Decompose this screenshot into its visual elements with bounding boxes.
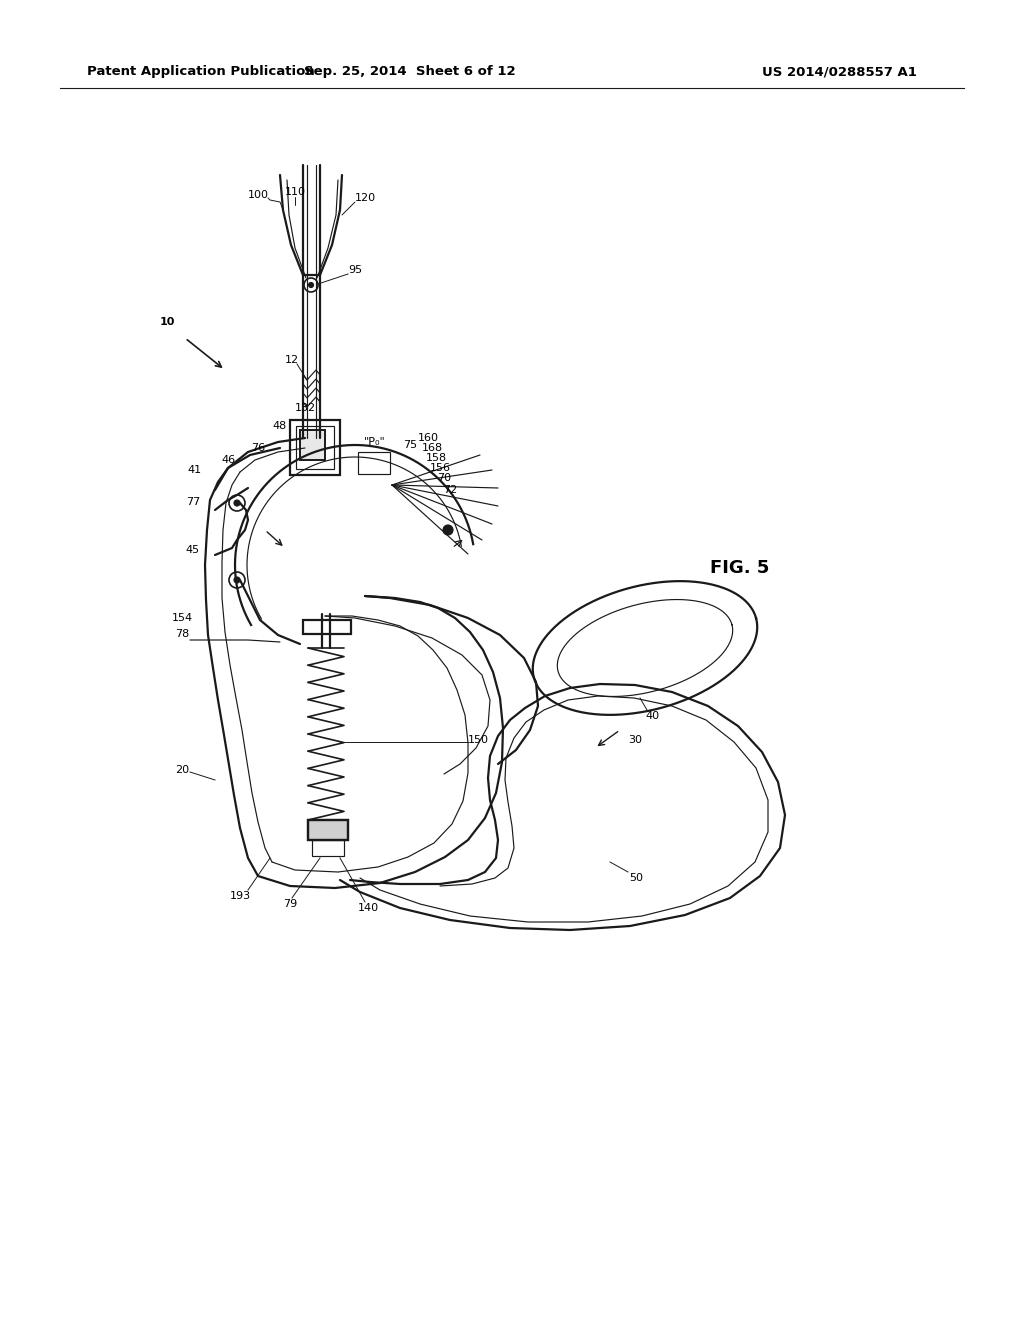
Text: 160: 160 bbox=[418, 433, 438, 444]
Text: US 2014/0288557 A1: US 2014/0288557 A1 bbox=[762, 66, 916, 78]
Text: 48: 48 bbox=[272, 421, 287, 432]
Text: 154: 154 bbox=[171, 612, 193, 623]
Bar bbox=[296, 426, 334, 469]
Text: 132: 132 bbox=[295, 403, 315, 413]
Text: 20: 20 bbox=[175, 766, 189, 775]
Bar bbox=[308, 820, 348, 840]
Bar bbox=[300, 430, 325, 459]
Text: 78: 78 bbox=[175, 630, 189, 639]
Circle shape bbox=[443, 525, 453, 535]
Bar bbox=[308, 820, 348, 840]
Circle shape bbox=[308, 282, 313, 288]
Bar bbox=[312, 840, 344, 855]
Text: 70: 70 bbox=[437, 473, 451, 483]
Bar bbox=[358, 451, 390, 474]
Text: 193: 193 bbox=[229, 891, 251, 902]
Text: 50: 50 bbox=[629, 873, 643, 883]
Text: Sep. 25, 2014  Sheet 6 of 12: Sep. 25, 2014 Sheet 6 of 12 bbox=[304, 66, 516, 78]
Text: "P₀": "P₀" bbox=[365, 437, 386, 447]
Bar bbox=[290, 420, 340, 475]
Text: 79: 79 bbox=[283, 899, 297, 909]
Circle shape bbox=[234, 500, 240, 506]
Text: FIG. 5: FIG. 5 bbox=[710, 558, 769, 577]
Text: 95: 95 bbox=[348, 265, 362, 275]
Text: 100: 100 bbox=[248, 190, 268, 201]
Text: 168: 168 bbox=[422, 444, 442, 453]
Text: 150: 150 bbox=[468, 735, 488, 744]
Text: 120: 120 bbox=[354, 193, 376, 203]
Text: Patent Application Publication: Patent Application Publication bbox=[87, 66, 314, 78]
Text: 12: 12 bbox=[285, 355, 299, 366]
Text: 46: 46 bbox=[221, 455, 236, 465]
Text: 41: 41 bbox=[188, 465, 202, 475]
Text: 75: 75 bbox=[402, 440, 417, 450]
Bar bbox=[303, 620, 351, 634]
Text: 76: 76 bbox=[251, 444, 265, 453]
Text: 156: 156 bbox=[429, 463, 451, 473]
Text: 30: 30 bbox=[628, 735, 642, 744]
Text: 77: 77 bbox=[186, 498, 200, 507]
Text: 110: 110 bbox=[285, 187, 305, 197]
Text: 40: 40 bbox=[645, 711, 659, 721]
Text: 45: 45 bbox=[186, 545, 200, 554]
Text: 10: 10 bbox=[160, 317, 175, 327]
Text: 158: 158 bbox=[425, 453, 446, 463]
Text: 72: 72 bbox=[442, 484, 457, 495]
Circle shape bbox=[234, 577, 240, 583]
Text: 140: 140 bbox=[357, 903, 379, 913]
Bar bbox=[300, 430, 325, 459]
